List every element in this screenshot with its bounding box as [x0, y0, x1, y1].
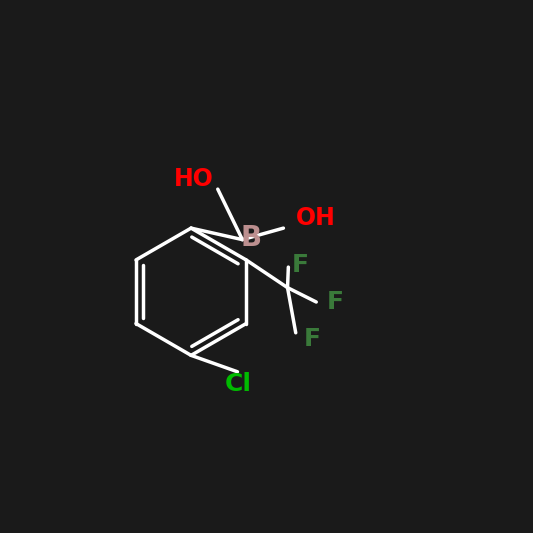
- Text: F: F: [327, 290, 343, 314]
- Text: HO: HO: [174, 167, 214, 191]
- Text: F: F: [304, 327, 321, 351]
- Text: Cl: Cl: [225, 372, 252, 396]
- Text: F: F: [292, 253, 309, 277]
- Text: OH: OH: [296, 206, 336, 230]
- Text: B: B: [240, 224, 261, 253]
